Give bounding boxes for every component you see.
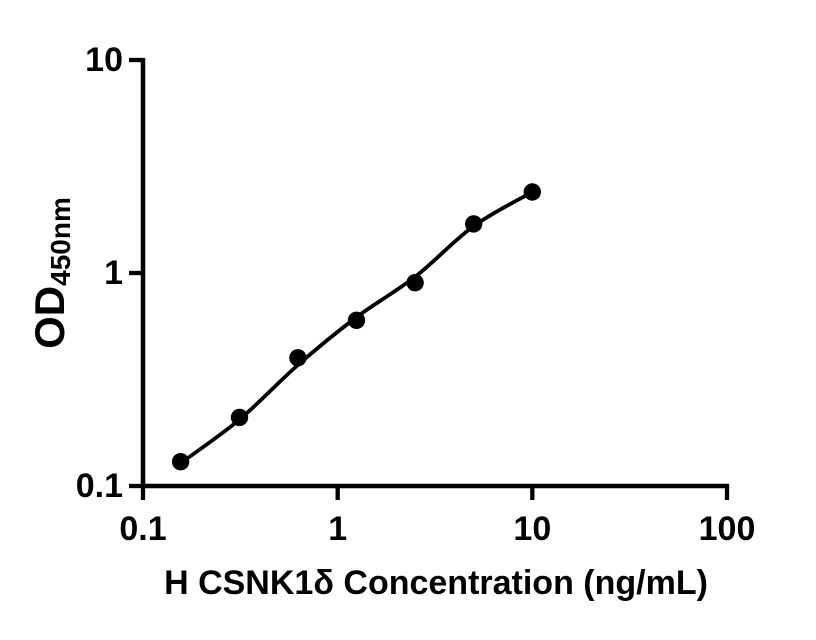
data-point-marker [465, 215, 483, 233]
data-point-marker [406, 274, 424, 292]
data-point-marker [289, 349, 307, 367]
y-axis-title-subscript: 450nm [45, 197, 76, 286]
data-point-marker [171, 453, 190, 471]
x-tick-label: 100 [699, 510, 756, 548]
y-tick-label: 0.1 [76, 467, 123, 505]
x-tick-label: 1 [328, 510, 347, 548]
x-axis-title: H CSNK1δ Concentration (ng/mL) [164, 564, 708, 602]
tick-labels: 0.1 1 10 100 0.1 1 10 [76, 41, 756, 548]
y-tick-label: 1 [104, 254, 123, 292]
x-tick-label: 0.1 [119, 510, 166, 548]
data-point-marker [347, 311, 366, 329]
axes [129, 57, 730, 500]
x-tick-label: 10 [513, 510, 551, 548]
data-points [171, 183, 541, 471]
y-tick-label: 10 [85, 41, 123, 79]
data-point-marker [230, 408, 249, 427]
y-axis-title-main: OD [26, 286, 73, 349]
y-axis-title: OD450nm [26, 197, 76, 349]
data-point-marker [523, 183, 541, 201]
